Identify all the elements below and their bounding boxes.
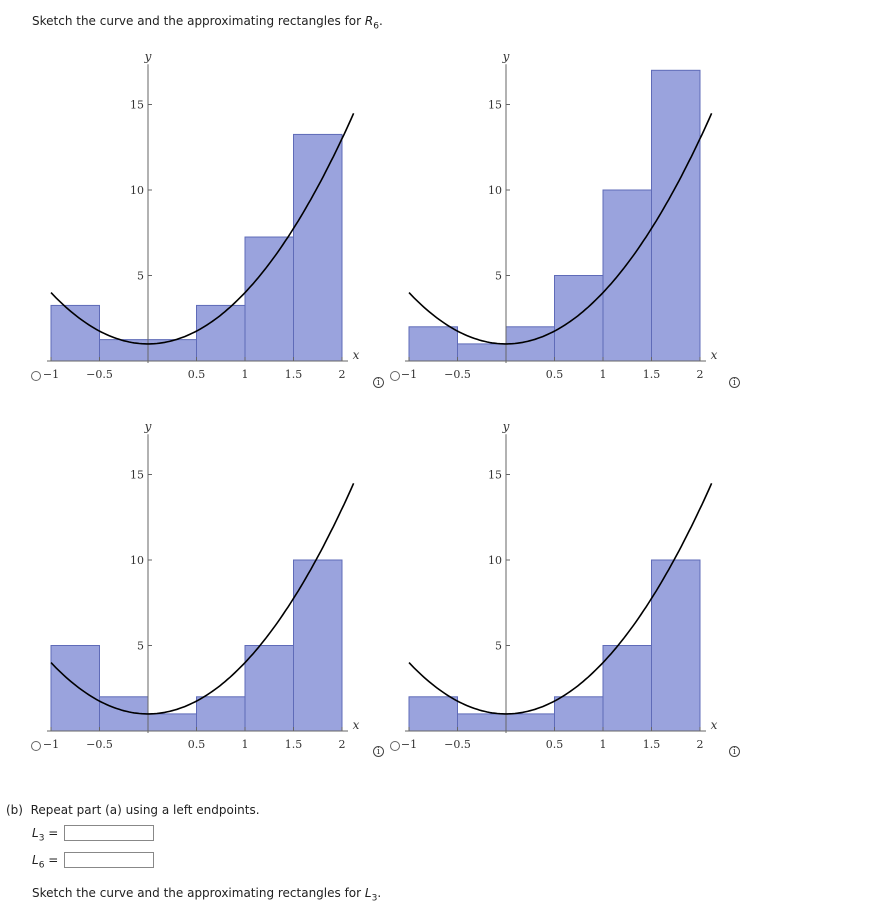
l3-input[interactable] xyxy=(64,825,154,841)
part-b-heading: (b) Repeat part (a) using a left endpoin… xyxy=(6,803,260,817)
x-axis-label: x xyxy=(711,718,718,732)
x-tick-label: 1.5 xyxy=(643,738,661,751)
x-tick-label: 2 xyxy=(697,738,704,751)
info-icon[interactable]: i xyxy=(729,746,740,757)
l6-label: L6 = xyxy=(32,853,58,870)
y-tick-label: 10 xyxy=(488,554,502,567)
x-tick-label: 0.5 xyxy=(546,738,564,751)
y-tick-label: 15 xyxy=(488,469,502,482)
x-tick-label: 1 xyxy=(600,738,607,751)
approx-rectangle xyxy=(458,714,507,731)
l3-label: L3 = xyxy=(32,826,58,843)
x-tick-label: −0.5 xyxy=(444,738,471,751)
y-axis-label: y xyxy=(502,419,510,433)
approx-rectangle xyxy=(555,697,604,731)
approx-rectangle xyxy=(409,697,458,731)
approx-rectangle xyxy=(506,714,555,731)
y-tick-label: 5 xyxy=(495,640,502,653)
part-b-sketch-instruction: Sketch the curve and the approximating r… xyxy=(32,886,381,903)
approx-rectangle xyxy=(603,646,652,732)
x-tick-label: −1 xyxy=(401,738,417,751)
l6-input[interactable] xyxy=(64,852,154,868)
